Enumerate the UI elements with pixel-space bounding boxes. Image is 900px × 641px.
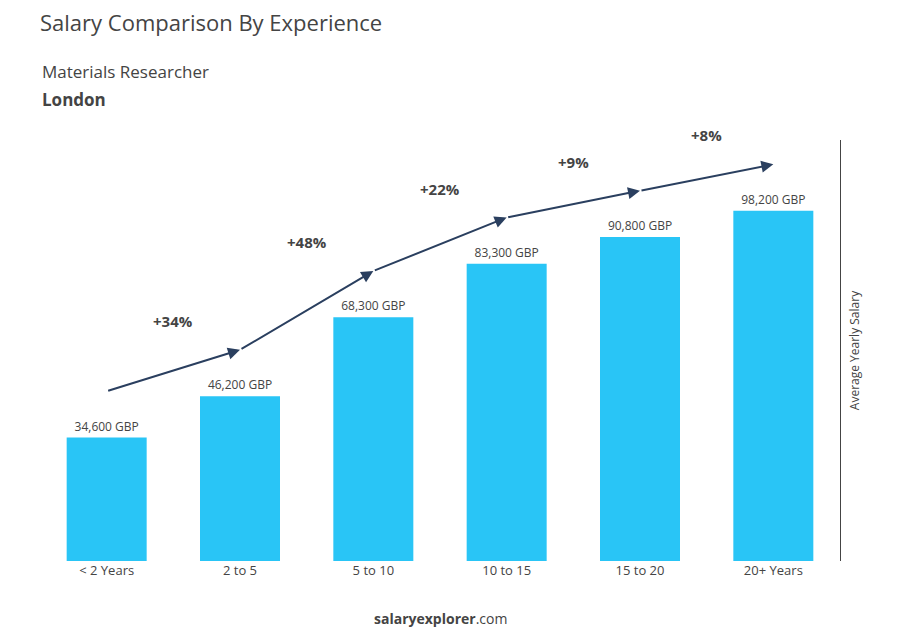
svg-text:Average Yearly Salary: Average Yearly Salary <box>846 290 863 410</box>
svg-text:2 to 5: 2 to 5 <box>223 561 257 579</box>
svg-text:+22%: +22% <box>420 179 460 199</box>
svg-text:+8%: +8% <box>691 125 722 145</box>
svg-text:Salary Comparison By Experienc: Salary Comparison By Experience <box>40 7 382 37</box>
svg-text:20+ Years: 20+ Years <box>744 561 803 579</box>
svg-text:83,300 GBP: 83,300 GBP <box>475 244 539 261</box>
svg-text:46,200 GBP: 46,200 GBP <box>208 376 272 393</box>
svg-text:15 to 20: 15 to 20 <box>616 561 665 579</box>
svg-text:Materials Researcher: Materials Researcher <box>42 60 209 83</box>
svg-text:+48%: +48% <box>287 232 327 252</box>
svg-text:98,200 GBP: 98,200 GBP <box>741 191 805 208</box>
svg-text:+34%: +34% <box>153 311 193 331</box>
svg-text:+9%: +9% <box>558 152 589 172</box>
svg-text:10 to 15: 10 to 15 <box>482 561 531 579</box>
svg-text:5 to 10: 5 to 10 <box>353 561 395 579</box>
svg-text:90,800 GBP: 90,800 GBP <box>608 217 672 234</box>
svg-text:London: London <box>42 88 106 111</box>
svg-text:salaryexplorer.com: salaryexplorer.com <box>374 609 507 628</box>
svg-text:68,300 GBP: 68,300 GBP <box>341 297 405 314</box>
svg-text:34,600 GBP: 34,600 GBP <box>75 418 139 435</box>
svg-text:< 2 Years: < 2 Years <box>79 561 134 579</box>
